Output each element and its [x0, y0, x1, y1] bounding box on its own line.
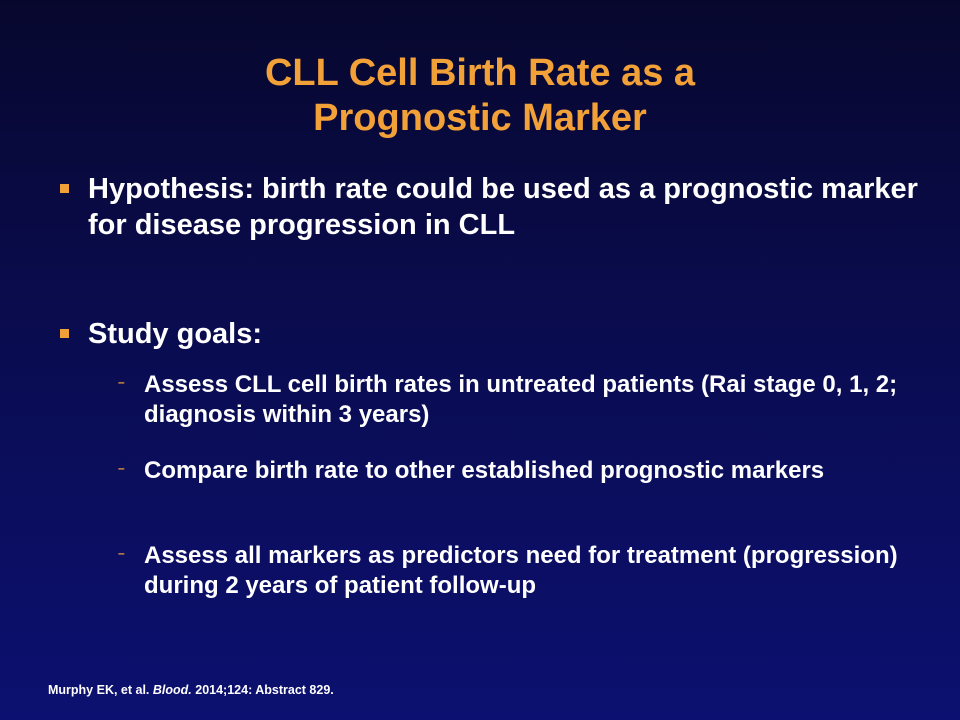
slide-title-line-2: Prognostic Marker — [313, 97, 647, 139]
dash-bullet-icon: – — [118, 546, 125, 560]
dash-bullet-icon: – — [118, 375, 125, 389]
sub-bullet-assess-predictors: – Assess all markers as predictors need … — [118, 541, 914, 601]
slide-title: CLL Cell Birth Rate as a Prognostic Mark… — [0, 51, 960, 141]
dash-bullet-icon: – — [118, 461, 125, 475]
sub-bullet-text: Assess CLL cell birth rates in untreated… — [144, 371, 898, 428]
citation-journal: Blood. — [152, 683, 192, 697]
sub-bullet-text: Assess all markers as predictors need fo… — [144, 542, 898, 599]
square-bullet-icon — [60, 329, 69, 338]
slide-title-line-1: CLL Cell Birth Rate as a — [264, 52, 696, 94]
citation-details: 2014;124: Abstract 829. — [191, 683, 334, 697]
bullet-hypothesis: Hypothesis: birth rate could be used as … — [60, 171, 918, 243]
bullet-study-goals-text: Study goals: — [88, 318, 263, 350]
sub-bullet-compare-markers: – Compare birth rate to other establishe… — [118, 456, 914, 486]
bullet-hypothesis-text: Hypothesis: birth rate could be used as … — [88, 173, 918, 241]
citation: Murphy EK, et al. Blood. 2014;124: Abstr… — [48, 682, 334, 698]
bullet-study-goals: Study goals: — [60, 316, 918, 352]
sub-bullet-assess-birth-rates: – Assess CLL cell birth rates in untreat… — [118, 370, 914, 430]
citation-authors: Murphy EK, et al. — [48, 683, 153, 697]
square-bullet-icon — [60, 184, 69, 193]
sub-bullet-text: Compare birth rate to other established … — [144, 457, 825, 484]
